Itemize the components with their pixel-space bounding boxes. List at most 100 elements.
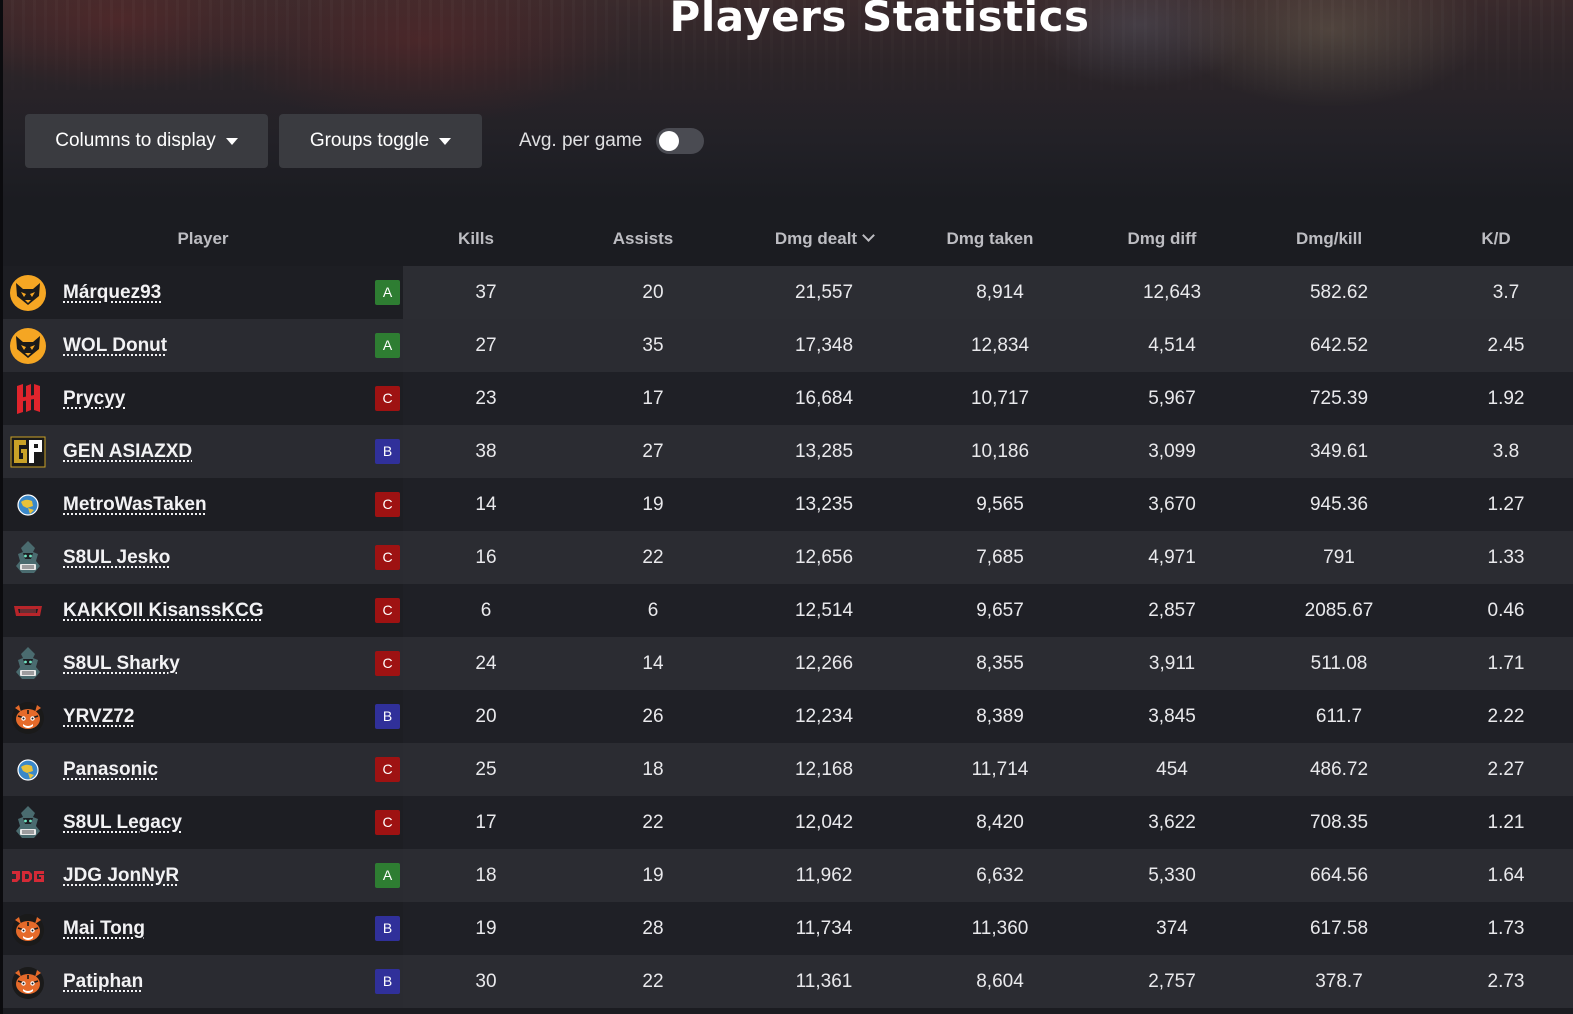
jdg-logo-icon	[9, 857, 47, 895]
player-cell: MetroWasTaken C	[3, 478, 403, 531]
player-name-link[interactable]: Prycyy	[63, 388, 126, 409]
header-player-label: Player	[177, 229, 229, 248]
dmg-taken-cell: 10,717	[970, 388, 1030, 409]
dmg-kill-cell: 791	[1323, 547, 1355, 568]
player-name-link[interactable]: Márquez93	[63, 282, 162, 303]
assists-cell: 19	[642, 865, 664, 886]
dmg-dealt-cell: 12,656	[794, 547, 854, 568]
dmg-diff-cell: 374	[1156, 918, 1188, 939]
header-dmg-taken-label: Dmg taken	[946, 229, 1034, 248]
dmg-taken-cell: 6,632	[976, 865, 1024, 886]
wolf-logo-icon	[9, 327, 47, 365]
kills-cell: 20	[475, 706, 497, 727]
player-name-link[interactable]: JDG JonNyR	[63, 865, 180, 886]
dmg-kill-cell: 2085.67	[1304, 600, 1374, 621]
caret-down-icon	[439, 137, 452, 145]
header-dmg-diff[interactable]: Dmg diff	[1102, 212, 1222, 266]
kills-cell: 18	[475, 865, 497, 886]
player-name-link[interactable]: MetroWasTaken	[63, 494, 207, 515]
header-assists-label: Assists	[612, 229, 674, 248]
table-row: S8UL Jesko C 16 22 12,656 7,685 4,971 791 1.33	[3, 531, 1573, 584]
columns-to-display-button[interactable]: Columns to display	[25, 114, 268, 168]
avg-per-game-toggle[interactable]	[656, 128, 705, 154]
dmg-kill-cell: 486.72	[1309, 759, 1369, 780]
header-assists[interactable]: Assists	[583, 212, 703, 266]
dmg-dealt-cell: 11,962	[795, 865, 853, 886]
dmg-dealt-cell: 13,235	[794, 494, 854, 515]
player-cell: Prycyy C	[3, 372, 403, 425]
kd-cell: 1.21	[1487, 812, 1525, 833]
assists-cell: 22	[642, 812, 664, 833]
assists-cell: 20	[642, 282, 664, 303]
kills-cell: 6	[480, 600, 492, 621]
s8ul-logo-icon	[9, 804, 47, 842]
group-badge: B	[375, 916, 400, 941]
page-title: Players Statistics	[669, 0, 1090, 41]
player-name-link[interactable]: Patiphan	[63, 971, 144, 992]
dmg-diff-cell: 4,971	[1148, 547, 1196, 568]
player-cell: KAKKOII KisanssKCG C	[3, 584, 403, 637]
tiger-logo-icon	[9, 963, 47, 1001]
dmg-diff-cell: 2,857	[1148, 600, 1196, 621]
player-name-link[interactable]: S8UL Legacy	[63, 812, 182, 833]
kills-cell: 16	[475, 547, 497, 568]
player-name-link[interactable]: S8UL Sharky	[63, 653, 180, 674]
header-dmg-kill[interactable]: Dmg/kill	[1269, 212, 1389, 266]
groups-toggle-button[interactable]: Groups toggle	[279, 114, 482, 168]
group-badge: B	[375, 704, 400, 729]
kd-cell: 2.73	[1487, 971, 1525, 992]
kd-cell: 2.27	[1487, 759, 1525, 780]
group-badge: C	[375, 545, 400, 570]
dmg-taken-cell: 9,565	[976, 494, 1024, 515]
header-kd[interactable]: K/D	[1436, 212, 1556, 266]
dmg-diff-cell: 2,757	[1148, 971, 1196, 992]
kills-cell: 25	[475, 759, 497, 780]
dmg-kill-cell: 642.52	[1309, 335, 1369, 356]
player-name-link[interactable]: Mai Tong	[63, 918, 145, 939]
dmg-diff-cell: 3,622	[1148, 812, 1196, 833]
player-name-link[interactable]: YRVZ72	[63, 706, 135, 727]
player-name-link[interactable]: KAKKOII KisanssKCG	[63, 600, 264, 621]
sort-desc-icon	[862, 229, 875, 242]
group-badge: C	[375, 757, 400, 782]
assists-cell: 22	[642, 547, 664, 568]
player-name-link[interactable]: Panasonic	[63, 759, 159, 780]
header-dmg-taken[interactable]: Dmg taken	[930, 212, 1050, 266]
header-dmg-diff-label: Dmg diff	[1127, 229, 1197, 248]
player-cell: S8UL Jesko C	[3, 531, 403, 584]
header-dmg-dealt[interactable]: Dmg dealt	[754, 212, 894, 266]
player-name-link[interactable]: WOL Donut	[63, 335, 168, 356]
dmg-taken-cell: 8,420	[976, 812, 1024, 833]
player-name-link[interactable]: GEN ASIAZXD	[63, 441, 193, 462]
header-player[interactable]: Player	[103, 212, 303, 266]
table-row: Prycyy C 23 17 16,684 10,717 5,967 725.39 1.92	[3, 372, 1573, 425]
dmg-kill-cell: 664.56	[1309, 865, 1369, 886]
kd-cell: 2.45	[1487, 335, 1525, 356]
dmg-kill-cell: 582.62	[1309, 282, 1369, 303]
table-row: KAKKOII KisanssKCG C 6 6 12,514 9,657 2,857 208…	[3, 584, 1573, 637]
table-row: Mai Tong B 19 28 11,734 11,360 374 617.58 1.73	[3, 902, 1573, 955]
dmg-taken-cell: 8,604	[976, 971, 1024, 992]
table-row: Márquez93 A 37 20 21,557 8,914 12,643 582.62 3.7	[3, 266, 1573, 319]
dmg-diff-cell: 5,330	[1148, 865, 1196, 886]
s8ul-logo-icon	[9, 645, 47, 683]
table-header: Player Kills Assists Dmg dealt Dmg taken…	[3, 212, 1573, 266]
table-row: JDG JonNyR A 18 19 11,962 6,632 5,330 664.56 1.6…	[3, 849, 1573, 902]
player-name-link[interactable]: S8UL Jesko	[63, 547, 171, 568]
dmg-kill-cell: 725.39	[1309, 388, 1369, 409]
dmg-dealt-cell: 21,557	[794, 282, 854, 303]
header-kills[interactable]: Kills	[416, 212, 536, 266]
table-row: GEN ASIAZXD B 38 27 13,285 10,186 3,099 349.61 3…	[3, 425, 1573, 478]
dmg-kill-cell: 511.08	[1310, 653, 1368, 674]
dmg-diff-cell: 4,514	[1148, 335, 1196, 356]
header-dmg-kill-label: Dmg/kill	[1295, 229, 1363, 248]
dmg-dealt-cell: 12,266	[794, 653, 854, 674]
kd-cell: 1.92	[1487, 388, 1525, 409]
dmg-taken-cell: 7,685	[976, 547, 1024, 568]
group-badge: A	[375, 280, 400, 305]
dmg-diff-cell: 5,967	[1148, 388, 1196, 409]
kakkoii-logo-icon	[9, 592, 47, 630]
dmg-dealt-cell: 17,348	[794, 335, 854, 356]
group-badge: B	[375, 969, 400, 994]
